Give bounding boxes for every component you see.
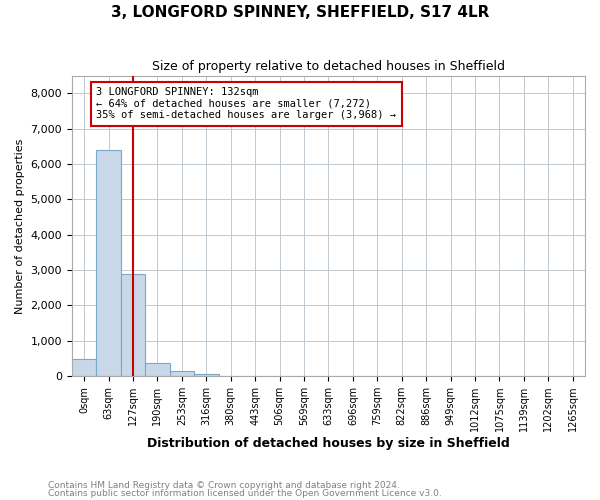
Text: 3 LONGFORD SPINNEY: 132sqm
← 64% of detached houses are smaller (7,272)
35% of s: 3 LONGFORD SPINNEY: 132sqm ← 64% of deta… — [97, 88, 397, 120]
Text: Contains HM Land Registry data © Crown copyright and database right 2024.: Contains HM Land Registry data © Crown c… — [48, 480, 400, 490]
Bar — [145, 363, 170, 376]
X-axis label: Distribution of detached houses by size in Sheffield: Distribution of detached houses by size … — [147, 437, 510, 450]
Bar — [170, 371, 194, 376]
Bar — [97, 150, 121, 376]
Y-axis label: Number of detached properties: Number of detached properties — [15, 138, 25, 314]
Text: 3, LONGFORD SPINNEY, SHEFFIELD, S17 4LR: 3, LONGFORD SPINNEY, SHEFFIELD, S17 4LR — [111, 5, 489, 20]
Bar — [121, 274, 145, 376]
Bar — [72, 358, 97, 376]
Text: Contains public sector information licensed under the Open Government Licence v3: Contains public sector information licen… — [48, 489, 442, 498]
Title: Size of property relative to detached houses in Sheffield: Size of property relative to detached ho… — [152, 60, 505, 73]
Bar — [194, 374, 218, 376]
